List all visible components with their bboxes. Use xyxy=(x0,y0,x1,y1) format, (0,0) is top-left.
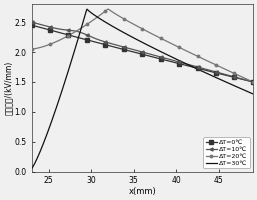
Y-axis label: 电场强度/(kV/mm): 电场强度/(kV/mm) xyxy=(4,61,13,115)
Legend: ΔT=0℃, ΔT=10℃, ΔT=20℃, ΔT=30℃: ΔT=0℃, ΔT=10℃, ΔT=20℃, ΔT=30℃ xyxy=(203,137,250,168)
X-axis label: x(mm): x(mm) xyxy=(128,187,156,196)
